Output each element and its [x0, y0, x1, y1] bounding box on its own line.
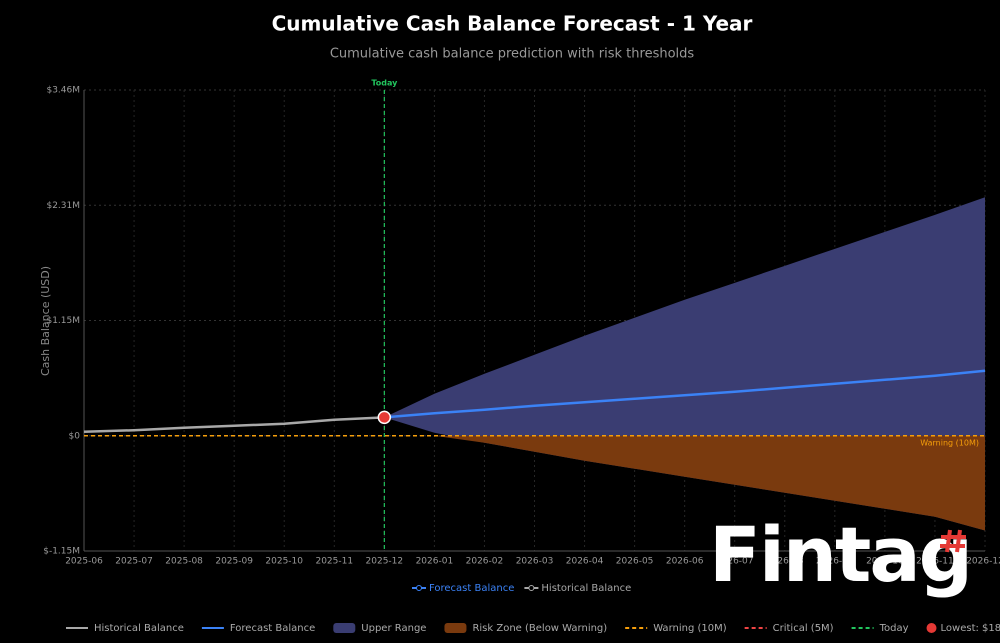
legend-label: Historical Balance	[541, 583, 631, 594]
chart-subtitle: Cumulative cash balance prediction with …	[330, 47, 695, 62]
y-tick-label: $0	[69, 431, 81, 441]
legend: Forecast Balance Historical Balance	[412, 583, 631, 594]
legend-label: Today	[879, 623, 909, 634]
x-tick-label: 2025-10	[265, 557, 303, 567]
lowest-point	[377, 410, 392, 425]
legend-label: Critical (5M)	[773, 623, 834, 634]
legend-swatch	[333, 623, 356, 633]
x-tick-label: 2026-02	[466, 557, 504, 567]
legend-label: Risk Zone (Below Warning)	[472, 623, 607, 634]
x-tick-label: 2025-06	[65, 557, 103, 567]
legend-label: Upper Range	[361, 623, 426, 634]
y-axis-title: Cash Balance (USD)	[39, 266, 52, 376]
series-line	[83, 416, 385, 434]
y-tick-label: $1.15M	[46, 316, 80, 326]
x-tick-label: 2026-10	[866, 557, 904, 567]
x-tick-label: 2026-05	[616, 557, 654, 567]
watermark-hash	[940, 529, 966, 553]
today-label: Today	[371, 79, 398, 88]
legend-label: Warning (10M)	[653, 623, 727, 634]
y-tick-label: $3.46M	[46, 86, 80, 96]
x-tick-label: 2026-01	[416, 557, 454, 567]
x-tick-label: 2025-11	[315, 557, 353, 567]
watermark: Fintag	[709, 510, 971, 599]
legend-swatch	[444, 623, 467, 633]
plot-area: $-1.15M $0 $1.15M $2.31M $3.46M 2025-06 2025-0…	[43, 79, 1000, 567]
chart-title: Cumulative Cash Balance Forecast - 1 Yea…	[272, 12, 753, 36]
x-tick-label: 2026-12	[966, 557, 1000, 567]
legend-label: Lowest: $183,984.52	[941, 623, 1000, 634]
legend-label: Historical Balance	[94, 623, 184, 634]
x-tick-label: 2026-06	[666, 557, 704, 567]
legend-label: Forecast Balance	[429, 583, 514, 594]
legend-swatch	[416, 585, 422, 591]
x-tick-label: 2026-09	[816, 557, 854, 567]
x-tick-label: 2026-03	[516, 557, 554, 567]
y-tick-label: $-1.15M	[43, 547, 80, 557]
legend-label: Forecast Balance	[230, 623, 315, 634]
series-line	[384, 369, 986, 419]
legend: Historical Balance Forecast Balance Upper …	[66, 623, 1000, 634]
x-tick-label: 2025-07	[115, 557, 153, 567]
x-tick-label: 2025-12	[366, 557, 404, 567]
legend-swatch	[528, 585, 535, 591]
x-tick-label: 2025-08	[165, 557, 203, 567]
x-tick-label: 2026-07	[716, 557, 754, 567]
y-tick-label: $2.31M	[46, 201, 80, 211]
legend-swatch	[926, 623, 937, 633]
risk-zone-area	[384, 435, 985, 531]
warning-label: Warning (10M)	[920, 438, 979, 447]
x-tick-label: 2026-04	[566, 557, 604, 567]
x-tick-label: 2026-11	[916, 557, 954, 567]
x-tick-label: 2025-09	[215, 557, 253, 567]
x-tick-label: 2026-08	[766, 557, 804, 567]
